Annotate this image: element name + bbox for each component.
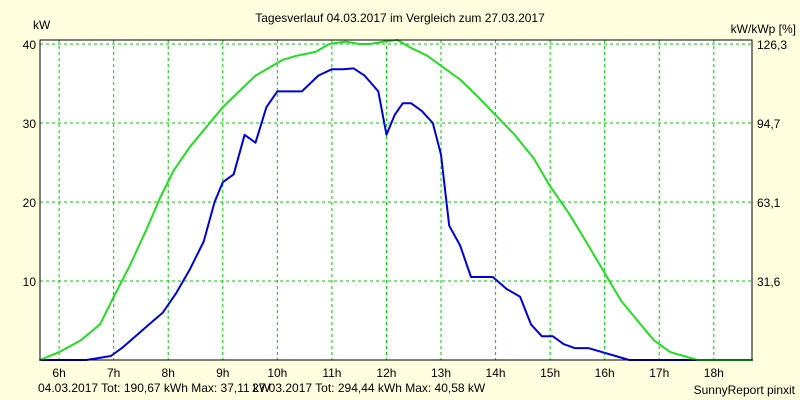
x-tick-label: 18h [704,366,724,380]
y-tick-label-left: 10 [23,275,37,289]
x-tick-label: 15h [540,366,560,380]
x-tick-label: 7h [107,366,120,380]
y-axis-label-right: kW/kWp [%] [731,22,796,36]
y-tick-label-left: 30 [23,117,37,131]
y-tick-label-right: 126,3 [757,38,787,52]
legend-series-1: 04.03.2017 Tot: 190,67 kWh Max: 37,11 kW [38,381,271,395]
x-tick-label: 12h [376,366,396,380]
x-tick-label: 13h [431,366,451,380]
y-axis-label-left: kW [33,18,51,32]
x-tick-label: 9h [216,366,229,380]
y-tick-label-right: 31,6 [757,275,781,289]
grid-layer [40,40,752,360]
plot-frame [39,39,753,361]
x-tick-label: 8h [162,366,175,380]
x-tick-label: 10h [267,366,287,380]
tick-layer: 6h 7h 8h 9h 10h 11h 12h 13h 14h 15h 16h 17h 18h 10 20 3… [23,38,788,380]
y-tick-label-right: 94,7 [757,117,781,131]
y-tick-label-right: 63,1 [757,196,781,210]
series-line-2 [39,39,753,361]
credit-text: SunnyReport pinxit [694,383,796,397]
chart-title: Tagesverlauf 04.03.2017 im Vergleich zum… [255,11,545,25]
y-tick-label-left: 20 [23,196,37,210]
series-line-1 [39,67,753,361]
x-tick-label: 14h [486,366,506,380]
x-tick-label: 16h [595,366,615,380]
plot-area [40,40,752,360]
series-layer [39,39,753,361]
x-tick-label: 11h [322,366,341,380]
y-tick-label-left: 40 [23,38,37,52]
x-tick-label: 6h [52,366,65,380]
x-tick-label: 17h [649,366,669,380]
legend-series-2: 27.03.2017 Tot: 294,44 kWh Max: 40,58 kW [252,381,486,395]
